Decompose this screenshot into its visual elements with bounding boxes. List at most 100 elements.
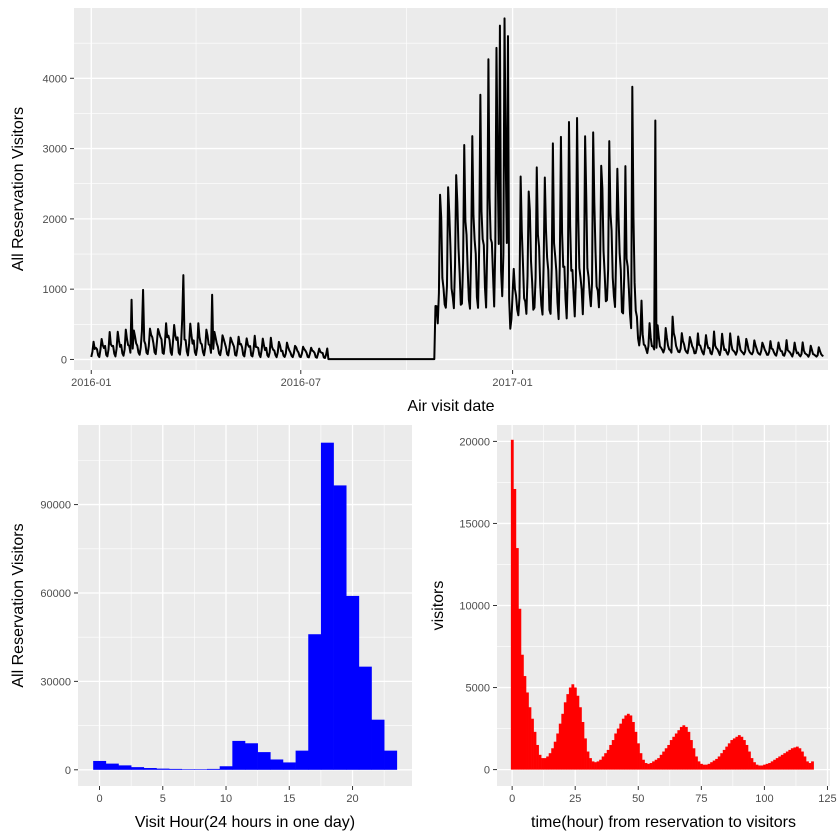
- bar: [760, 765, 764, 770]
- bar: [181, 769, 195, 770]
- bar: [750, 758, 754, 770]
- x-tick-label: 50: [632, 793, 644, 805]
- y-tick-label: 90000: [40, 500, 71, 512]
- chart-lead_time: 0 25 50 75 100 125 0 5000 10000 15000 20000 time(ho…: [430, 425, 837, 831]
- bar: [695, 756, 698, 770]
- x-tick-label: 2016-01: [71, 377, 111, 389]
- bar: [720, 753, 724, 770]
- bar: [333, 485, 347, 770]
- bar: [679, 726, 683, 770]
- bar: [800, 751, 804, 770]
- bar: [629, 715, 633, 770]
- bar: [687, 731, 691, 770]
- bar: [758, 765, 761, 770]
- bar: [510, 439, 514, 770]
- bar: [194, 769, 208, 770]
- bar: [795, 746, 799, 770]
- bar: [748, 751, 751, 770]
- bar: [513, 488, 517, 770]
- bar: [282, 762, 296, 770]
- bar: [584, 738, 587, 770]
- y-tick-label: 2000: [43, 214, 67, 226]
- bar: [768, 763, 772, 770]
- bar: [715, 758, 719, 770]
- bar: [93, 760, 107, 770]
- bar: [611, 740, 615, 770]
- bar: [143, 768, 157, 770]
- bar: [131, 767, 145, 770]
- chart-hourly: 0 5 10 15 20 0 30000 60000 90000 Visit Hour(24 ho…: [10, 425, 412, 831]
- bar: [573, 687, 577, 770]
- x-tick-label: 15: [283, 793, 295, 805]
- y-tick-label: 1000: [43, 284, 67, 296]
- bar: [528, 707, 532, 770]
- bar: [566, 694, 570, 770]
- bar: [712, 760, 716, 770]
- bar: [662, 751, 666, 770]
- bar: [780, 754, 784, 770]
- bar: [705, 764, 708, 770]
- bar: [692, 748, 696, 770]
- bar: [722, 749, 726, 770]
- bar: [533, 731, 537, 770]
- bar: [725, 746, 729, 770]
- bar: [556, 733, 560, 770]
- x-tick-label: 10: [220, 793, 232, 805]
- bar: [808, 763, 812, 770]
- chart-daily: 2016-01 2016-07 2017-01 0 1000 2000 3000 4000 Ai…: [10, 8, 828, 415]
- bar: [798, 748, 802, 770]
- bar: [669, 740, 673, 770]
- bar: [257, 752, 271, 770]
- bar: [626, 713, 630, 770]
- bar: [677, 730, 681, 770]
- bar: [778, 756, 782, 770]
- bar: [320, 442, 334, 770]
- plot-panel: [74, 8, 828, 370]
- bar: [596, 761, 600, 770]
- x-axis-title: time(hour) from reservation to visitors: [531, 814, 796, 831]
- y-tick-label: 0: [65, 765, 71, 777]
- x-axis-title: Visit Hour(24 hours in one day): [135, 814, 355, 831]
- bar: [735, 736, 739, 770]
- bar: [631, 722, 635, 770]
- bar: [346, 595, 360, 770]
- y-tick-label: 60000: [40, 588, 71, 600]
- bar: [551, 748, 555, 770]
- bar: [730, 740, 734, 770]
- bar: [371, 719, 385, 770]
- bar: [614, 733, 618, 770]
- x-tick-label: 2017-01: [492, 377, 532, 389]
- bar: [295, 750, 309, 770]
- bar: [568, 687, 572, 770]
- bar: [788, 749, 792, 770]
- bar: [742, 740, 746, 770]
- bar: [689, 740, 693, 770]
- x-tick-label: 2016-07: [281, 377, 321, 389]
- bar: [667, 744, 671, 770]
- bar: [546, 756, 550, 770]
- bar: [659, 754, 663, 770]
- y-tick-label: 15000: [459, 518, 490, 530]
- bar: [518, 608, 522, 770]
- bar: [763, 764, 766, 770]
- bar: [664, 748, 668, 770]
- bar: [105, 763, 119, 770]
- bar: [558, 723, 562, 770]
- bar: [541, 758, 544, 770]
- bar: [727, 743, 731, 770]
- bar: [674, 733, 678, 770]
- y-tick-label: 3000: [43, 144, 67, 156]
- bar: [672, 736, 676, 770]
- bar: [606, 749, 610, 770]
- y-tick-label: 20000: [459, 436, 490, 448]
- y-axis-title: All Reservation Visitors: [10, 107, 27, 271]
- bar: [783, 753, 787, 770]
- y-tick-label: 30000: [40, 676, 71, 688]
- bar: [624, 715, 628, 770]
- bar: [384, 750, 398, 770]
- bar: [531, 718, 534, 770]
- bar: [642, 759, 645, 770]
- bar: [811, 761, 814, 770]
- bar: [553, 741, 557, 770]
- bar: [765, 763, 769, 770]
